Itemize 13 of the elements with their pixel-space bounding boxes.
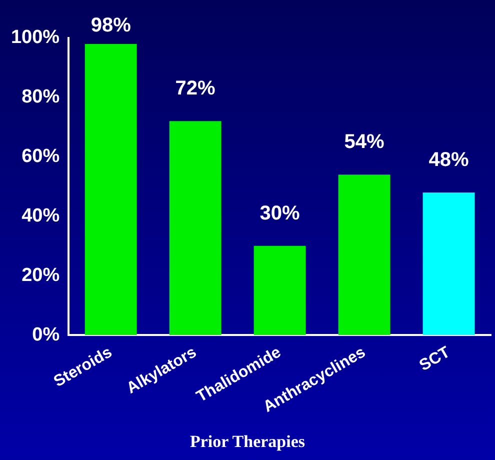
data-label: 30%	[260, 202, 300, 224]
x-tick-label: SCT	[416, 344, 454, 375]
y-tick-label: 0%	[32, 324, 60, 346]
y-tick-label: 40%	[22, 205, 60, 226]
y-tick-label: 60%	[22, 146, 60, 168]
y-tick-label: 100%	[10, 27, 60, 48]
data-label: 48%	[428, 148, 469, 171]
data-label: 72%	[175, 78, 216, 100]
x-axis-title: Prior Therapies	[188, 432, 306, 452]
data-label: 98%	[90, 14, 132, 36]
y-tick-label: 80%	[22, 86, 60, 108]
y-tick-label: 20%	[22, 264, 60, 286]
data-label: 54%	[344, 131, 385, 154]
